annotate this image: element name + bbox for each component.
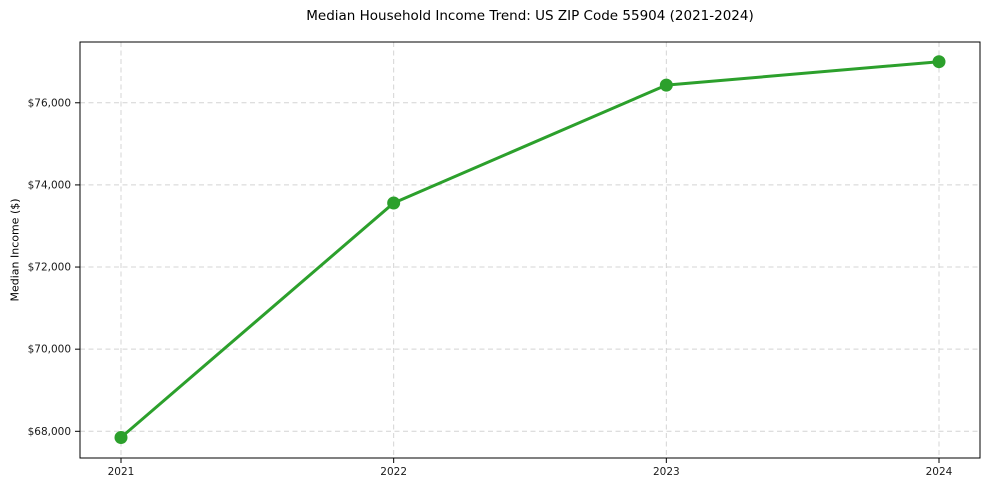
trend-line <box>119 60 941 439</box>
x-tick-label: 2023 <box>653 466 680 478</box>
y-tick-label: $70,000 <box>28 344 71 356</box>
y-tick-label: $72,000 <box>28 262 71 274</box>
chart-title: Median Household Income Trend: US ZIP Co… <box>306 8 754 24</box>
y-tick-label: $76,000 <box>28 97 71 109</box>
plot-border <box>79 41 981 459</box>
data-point-marker <box>387 196 401 210</box>
y-tick-label: $68,000 <box>28 426 71 438</box>
data-point-marker <box>114 430 128 444</box>
x-tick-label: 2022 <box>380 466 407 478</box>
x-tick-label: 2024 <box>926 466 953 478</box>
y-tick-label: $74,000 <box>28 179 71 191</box>
data-point-marker <box>932 55 946 69</box>
data-point-marker <box>659 78 673 92</box>
x-tick-label: 2021 <box>108 466 135 478</box>
